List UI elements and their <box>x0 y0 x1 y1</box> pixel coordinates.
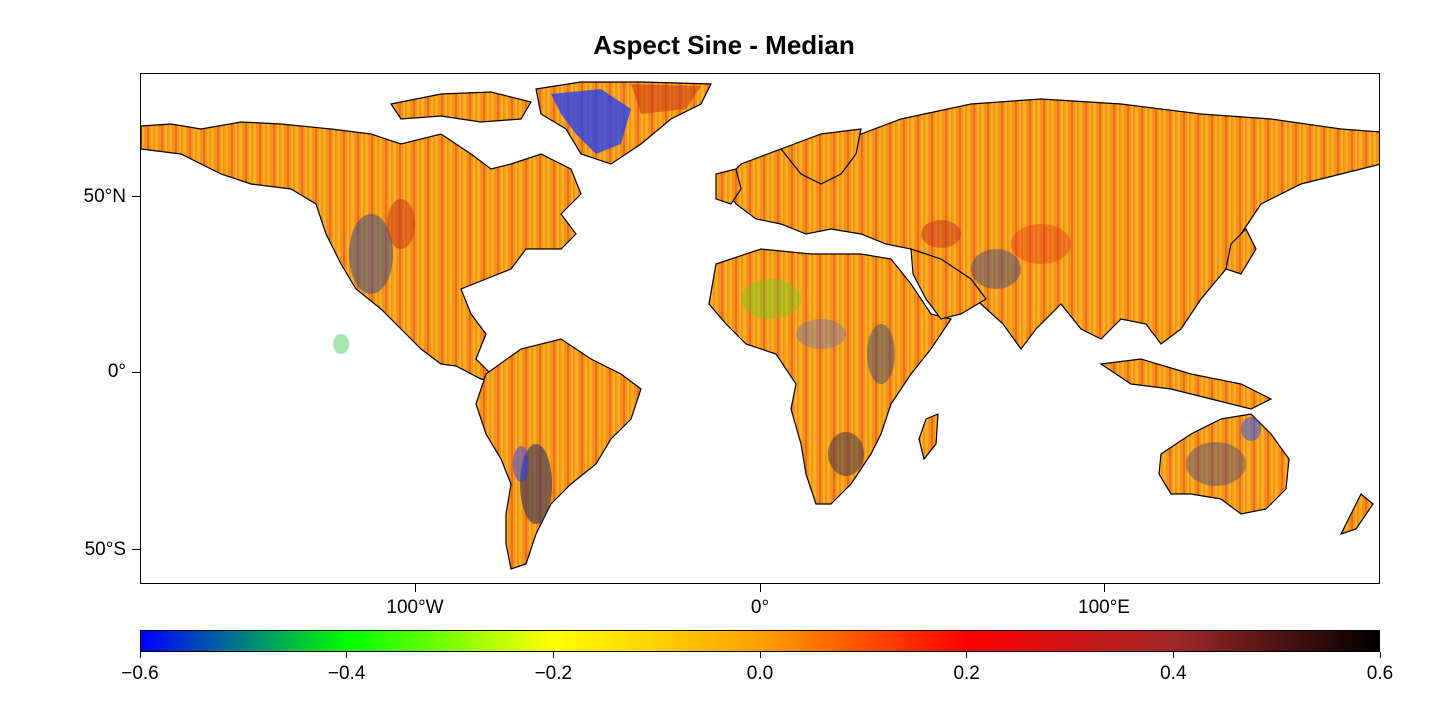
colorbar-tick-label: 0.0 <box>746 663 774 684</box>
x-tick-100e <box>1104 584 1105 592</box>
land-masses <box>141 81 1379 570</box>
x-tick-label-100w: 100°W <box>386 597 444 618</box>
y-tick-label-50s: 50°S <box>84 539 126 560</box>
japan <box>1225 227 1257 275</box>
x-tick-label-0: 0° <box>750 597 770 618</box>
colorbar-tick-label: 0.6 <box>1366 663 1394 684</box>
aspect-color-patches <box>333 84 1261 524</box>
arabia <box>910 248 987 320</box>
y-tick-label-0: 0° <box>107 361 126 382</box>
x-tick-100w <box>415 584 416 592</box>
south-america <box>475 338 642 570</box>
colorbar-tick <box>966 652 968 658</box>
chart-title: Aspect Sine - Median <box>593 30 855 60</box>
scandinavia <box>780 128 862 185</box>
x-tick-label-100e: 100°E <box>1078 597 1130 618</box>
y-tick-50n <box>132 196 140 197</box>
map-panel <box>140 73 1380 584</box>
world-map <box>141 81 1379 570</box>
colorbar <box>140 630 1380 652</box>
colorbar-tick <box>552 652 554 658</box>
new-zealand <box>1339 493 1374 536</box>
y-tick-0 <box>132 372 140 373</box>
arctic-islands <box>390 91 532 123</box>
colorbar-tick-label: −0.2 <box>534 663 573 684</box>
colorbar-tick <box>759 652 761 658</box>
colorbar-tick-label: −0.4 <box>327 663 366 684</box>
madagascar <box>918 413 939 461</box>
greenland-blue-patch <box>551 89 631 154</box>
colorbar-tick-label: 0.4 <box>1160 663 1187 684</box>
colorbar-tick <box>1379 652 1381 658</box>
se-asia-islands <box>1099 358 1273 410</box>
y-tick-50s <box>132 549 140 550</box>
y-tick-label-50n: 50°N <box>83 186 126 207</box>
colorbar-tick <box>1172 652 1174 658</box>
colorbar-tick <box>346 652 348 658</box>
africa <box>708 248 952 505</box>
greenland-red-patch <box>631 84 701 114</box>
colorbar-tick <box>139 652 141 658</box>
x-tick-0 <box>760 584 761 592</box>
colorbar-tick-label: 0.2 <box>953 663 980 684</box>
eurasia <box>720 98 1379 351</box>
british-isles <box>715 168 742 205</box>
colorbar-tick-label: −0.6 <box>121 663 159 684</box>
